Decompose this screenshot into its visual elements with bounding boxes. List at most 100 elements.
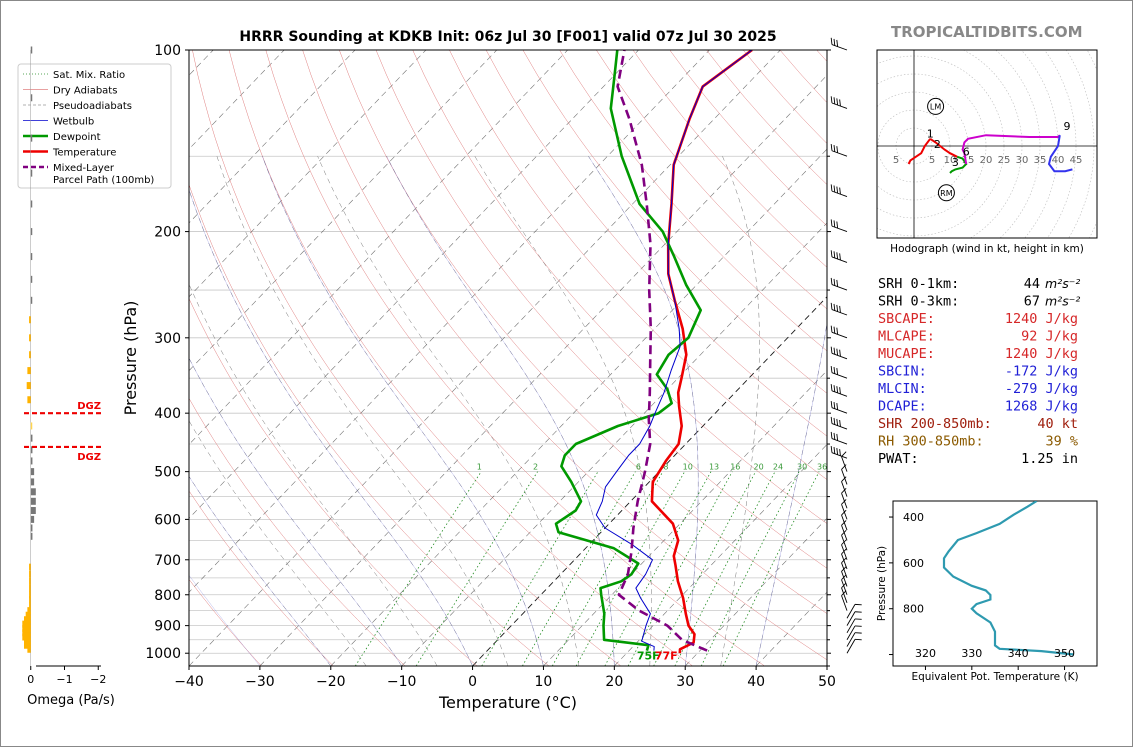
wind-barb-flag [836, 221, 839, 229]
omega-bar [30, 507, 36, 515]
index-unit: m²s⁻² [1045, 276, 1080, 291]
theta-e-y-tick-label: 800 [903, 603, 924, 616]
pseudoadiabat-line [474, 156, 652, 666]
wind-barb [841, 476, 848, 497]
wind-barb-flag [839, 349, 841, 357]
wind-barb-flag [830, 346, 833, 354]
pseudoadiabat-line [189, 420, 367, 666]
wind-barb [830, 219, 848, 233]
omega-bar [29, 602, 31, 610]
isotherm-line [614, 444, 827, 666]
omega-bar [29, 563, 31, 571]
wind-barb-staff [841, 553, 848, 570]
hodograph-ring-label: 5 [929, 155, 935, 166]
hodograph-ring-label: 40 [1052, 155, 1065, 166]
wind-barb [846, 638, 862, 654]
mixing-ratio-label: 1 [477, 463, 482, 472]
isotherm-line [685, 517, 827, 666]
mixing-ratio-label: 8 [663, 463, 668, 472]
wind-barb-flag [830, 366, 833, 373]
hodograph-segment [961, 134, 1061, 165]
surface-temperature-label: 77F [655, 650, 678, 663]
wind-barb [830, 184, 848, 198]
omega-bar [27, 645, 31, 653]
hodograph-segment [949, 155, 968, 174]
wind-barb [841, 488, 848, 509]
y-tick-label: 700 [154, 553, 181, 569]
index-label: SBCIN: [878, 364, 927, 380]
wind-barb-staff [831, 390, 848, 397]
index-row: RH 300-850mb: 39 % [878, 434, 1078, 450]
legend-label: Dry Adiabats [53, 86, 117, 97]
omega-bar [30, 457, 33, 465]
wind-barb [846, 618, 862, 634]
hodograph-height-label: 6 [963, 145, 970, 158]
wind-barb-flag [830, 96, 833, 104]
dry-adiabat-line [375, 50, 827, 569]
wind-barb-flag [833, 326, 836, 334]
wind-barb-flag [830, 277, 833, 285]
omega-bar [29, 351, 31, 359]
wind-barb-flag [833, 402, 836, 409]
y-tick-label: 300 [154, 331, 181, 347]
wind-barb-shape [830, 144, 848, 157]
wind-barb-shape [830, 366, 848, 379]
index-label: MLCAPE: [878, 329, 935, 345]
storm-motion-label: RM [940, 189, 953, 198]
index-row: MLCIN: -279 J/kg [878, 381, 1078, 397]
mixing-ratio-label: 20 [754, 463, 764, 472]
wetbulb-guide-line [189, 357, 402, 666]
legend-label: Temperature [52, 148, 116, 159]
omega-bar [27, 367, 31, 375]
wind-barb-flag [830, 446, 833, 453]
wind-barb-shape [841, 451, 848, 472]
wind-barb [846, 611, 862, 626]
theta-e-frame [892, 500, 1098, 667]
index-value: 1268 J/kg [1005, 399, 1078, 415]
wetbulb-guide-line [386, 156, 615, 666]
hodograph-height-label: 3 [952, 156, 959, 169]
omega-bar [30, 497, 36, 505]
wind-barb-staff [841, 469, 848, 485]
index-label: PWAT: [878, 451, 919, 467]
theta-e-x-tick-label: 340 [1008, 647, 1029, 660]
omega-bar [30, 488, 36, 496]
wind-barb-flag [836, 348, 839, 356]
wind-barb-flag [833, 145, 836, 152]
x-tick-label: 50 [818, 674, 836, 690]
index-row: SBCAPE: 1240 J/kg [878, 311, 1078, 327]
legend-label: Dewpoint [53, 132, 101, 143]
dry-adiabat-line [189, 490, 334, 666]
omega-bar [30, 446, 33, 454]
wind-barb [830, 96, 848, 109]
wind-barb-staff [831, 150, 848, 157]
omega-bar [30, 253, 33, 261]
dry-adiabat-line [779, 50, 827, 103]
wind-barb-staff [841, 525, 848, 541]
x-tick-label: −20 [316, 674, 346, 690]
omega-bar [30, 468, 35, 476]
index-row: DCAPE: 1268 J/kg [878, 399, 1078, 415]
omega-bar [29, 591, 31, 599]
wind-barb-shape [830, 184, 848, 198]
wind-barb-flag [836, 39, 839, 47]
wind-barb [830, 325, 848, 339]
wetbulb-guide-line [262, 156, 544, 666]
index-label: SRH 0-3km: [878, 294, 959, 310]
wind-barb-staff [841, 504, 848, 520]
index-value: 1.25 in [1021, 451, 1078, 467]
wind-barb [830, 431, 848, 445]
wind-barb-shape [830, 277, 848, 291]
mixing-ratio-label: 13 [709, 463, 719, 472]
mixing-ratio-line [700, 471, 800, 666]
omega-bar [30, 434, 33, 442]
mixing-ratio-label: 24 [773, 463, 783, 472]
wind-barb [830, 302, 848, 316]
isotherm-line [189, 50, 498, 372]
wind-barb [846, 603, 862, 619]
wind-barb [841, 464, 848, 485]
wind-barb-flag [841, 464, 847, 470]
wind-barb-flag [833, 432, 836, 440]
wind-barb-staff [841, 456, 848, 472]
y-tick-label: 200 [154, 225, 181, 241]
